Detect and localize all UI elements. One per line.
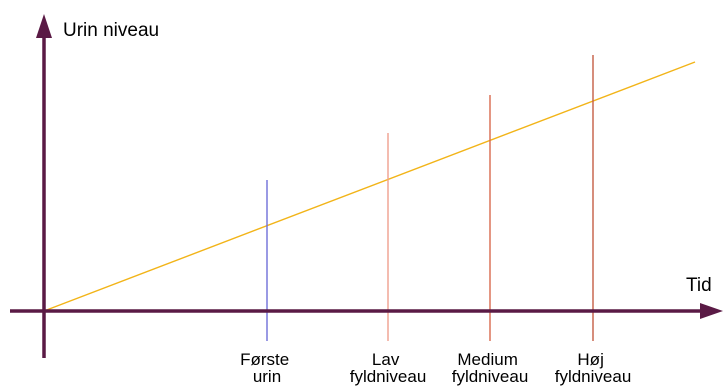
marker-label-medium-fill: Medium fyldniveau: [452, 350, 529, 386]
marker-label-high-fill-line2: fyldniveau: [555, 367, 632, 386]
marker-label-first-urine-line2: urin: [253, 367, 281, 386]
marker-label-medium-fill-line1: Medium: [457, 350, 517, 369]
marker-label-first-urine: Første urin: [240, 350, 294, 386]
y-axis-arrowhead: [36, 14, 52, 38]
marker-label-low-fill: Lav fyldniveau: [350, 350, 427, 386]
marker-label-low-fill-line2: fyldniveau: [350, 367, 427, 386]
x-axis-arrowhead: [700, 303, 723, 319]
x-axis-title: Tid: [686, 275, 712, 296]
marker-label-high-fill-line1: Høj: [577, 350, 603, 369]
marker-label-medium-fill-line2: fyldniveau: [452, 367, 529, 386]
marker-label-high-fill: Høj fyldniveau: [555, 350, 632, 386]
marker-label-first-urine-line1: Første: [240, 350, 289, 369]
y-axis-title: Urin niveau: [63, 20, 159, 41]
marker-label-low-fill-line1: Lav: [372, 350, 400, 369]
urine-level-trend-line: [43, 61, 696, 312]
